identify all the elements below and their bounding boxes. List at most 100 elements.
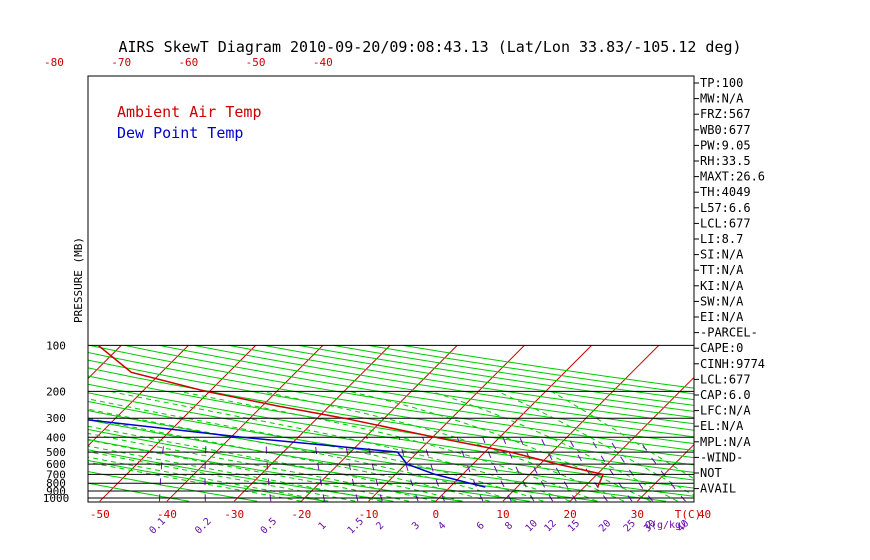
isotherm-line [233,345,391,502]
dry-adiabat-line [88,449,394,502]
top-temp-tick-label: -50 [246,56,266,69]
bottom-temp-tick-label: -40 [157,508,177,521]
y-axis-label: PRESSURE (MB) [72,237,85,323]
index-label: L57:6.6 [700,201,751,215]
isotherm-line [88,345,122,380]
index-label: PW:9.05 [700,138,751,152]
dry-adiabat-line [88,428,530,502]
index-label: MW:N/A [700,92,744,106]
dry-adiabat-line [124,344,694,438]
mixing-ratio-tick-label: 10 [524,518,540,534]
bottom-temp-tick-label: 40 [698,508,711,521]
isotherm-line [88,345,189,447]
isotherm-line [772,345,870,501]
index-label: FRZ:567 [700,107,751,121]
index-label: AVAIL [700,482,736,496]
dry-adiabat-line [194,344,694,425]
temp-unit-label: T(C) [675,508,702,521]
mixing-ratio-line [204,437,207,502]
moist-adiabat-line [88,425,463,502]
dry-adiabat-line [298,344,694,406]
dry-adiabat-line [88,351,694,451]
chart-title: AIRS SkewT Diagram 2010-09-20/09:08:43.1… [118,38,741,56]
top-temp-tick-label: -40 [313,56,333,69]
bottom-temp-tick-label: -30 [224,508,244,521]
index-label: RH:33.5 [700,154,751,168]
mixing-ratio-line [519,437,554,502]
mixing-ratio-line [637,437,686,502]
index-label: SW:N/A [700,294,744,308]
index-label: LCL:677 [700,216,751,230]
legend-dew-point-temp: Dew Point Temp [117,124,243,142]
index-label: LFC:N/A [700,404,751,418]
mixing-ratio-line [314,437,326,502]
dry-adiabat-line [88,392,694,489]
plot-frame [87,75,695,503]
pressure-tick-label: 600 [46,458,66,471]
moist-adiabat-line [88,461,302,502]
mixing-ratio-line [265,437,272,502]
profiles [88,344,605,488]
mixing-ratio-tick-label: 12 [542,518,558,534]
top-temp-tick-label: -70 [111,56,131,69]
pressure-tick-label: 500 [46,446,66,459]
isotherm-line [502,345,660,502]
mixing-ratio-tick-label: 0.2 [193,516,214,537]
moist-adiabat-line [88,408,517,502]
mixing-ratio-tick-label: 3 [410,520,422,532]
isotherm-line [301,345,458,502]
index-label: EL:N/A [700,419,744,433]
background-lines [88,344,870,502]
profile-line-dewpoint [88,419,486,488]
moist-adiabat-line [178,390,598,502]
mixing-ratio-tick-label: 6 [475,520,487,532]
moist-adiabat-line [430,390,678,502]
index-label: -WIND- [700,450,743,464]
moist-adiabat-line [88,451,356,502]
pressure-tick-label: 700 [46,468,66,481]
index-label: -PARCEL- [700,326,758,340]
dry-adiabat-line [88,400,694,497]
dry-adiabat-line [88,482,190,502]
pressure-tick-label: 300 [46,412,66,425]
dry-adiabat-line [263,344,694,412]
index-label: EI:N/A [700,310,744,324]
mixing-ratio-tick-label: 20 [597,518,613,534]
pressure-tick-label: 100 [46,339,66,352]
dry-adiabat-line [88,383,694,481]
dry-adiabat-line [89,344,694,445]
index-label: TP:100 [700,76,743,90]
mixing-ratio-tick-label: 1 [317,520,329,532]
pressure-tick-label: 400 [46,431,66,444]
index-label: CINH:9774 [700,357,765,371]
index-label: WB0:677 [700,123,751,137]
isotherm-line [839,345,870,501]
pressure-tick-label: 1000 [43,492,70,505]
top-temp-tick-label: -80 [44,56,64,69]
mixing-ratio-unit-label: Q(g/kg) [645,520,687,531]
index-label: LI:8.7 [700,232,743,246]
dry-adiabat-line [88,375,694,473]
moist-adiabat-line [88,439,409,502]
index-label: NOT [700,466,722,480]
moist-adiabat-line [88,417,490,502]
top-temp-tick-label: -60 [178,56,198,69]
dry-adiabat-line [228,344,694,419]
legend: Ambient Air Temp Dew Point Temp [117,103,262,142]
profile-line-temperature [97,344,605,488]
bottom-temp-tick-label: 10 [496,508,509,521]
dry-adiabat-line [159,344,694,431]
moist-adiabat-line [88,432,436,502]
isotherm-line [435,345,592,502]
isotherm-line [99,345,256,502]
mixing-ratio-line [456,437,484,502]
legend-ambient-air-temp: Ambient Air Temp [117,103,262,121]
bottom-temp-tick-label: 30 [631,508,644,521]
dry-adiabat-line [88,409,667,502]
mixing-ratio-line [344,437,359,502]
dry-adiabat-line [402,344,694,389]
mixing-ratio-line [502,437,535,502]
isotherm-line [637,443,694,502]
moist-adiabat-line [497,390,694,496]
